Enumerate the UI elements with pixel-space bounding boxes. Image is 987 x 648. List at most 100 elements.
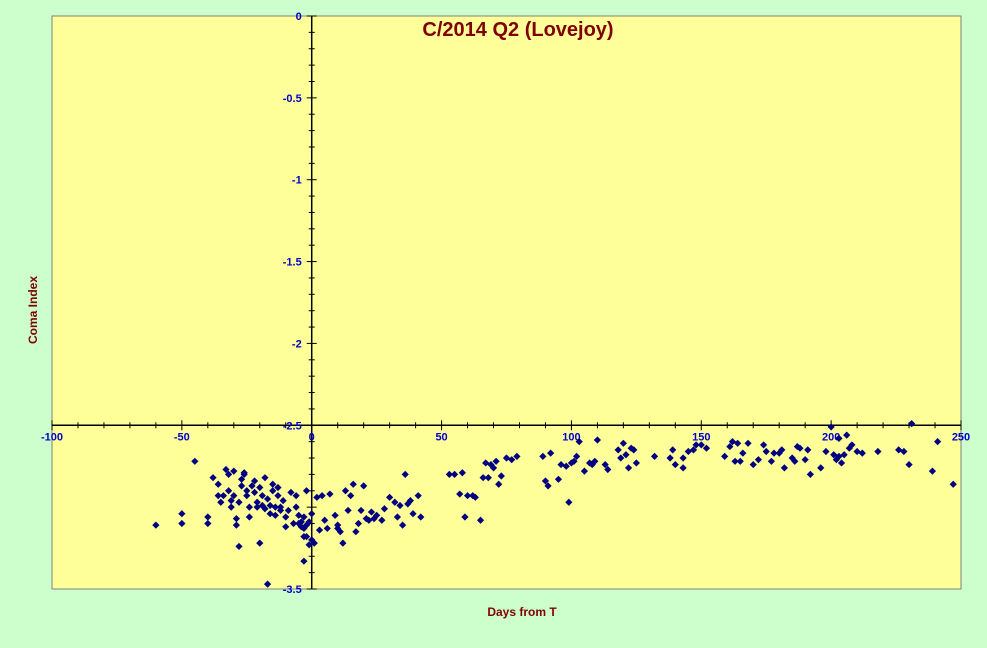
data-point (721, 452, 729, 460)
data-point (230, 467, 238, 475)
data-point (739, 449, 747, 457)
data-point (593, 436, 601, 444)
data-point (622, 451, 630, 459)
data-point (754, 456, 763, 464)
axes (52, 16, 961, 589)
data-point (463, 492, 472, 500)
x-tick-label: 100 (562, 431, 580, 443)
tick-marks (51, 15, 962, 590)
data-point (456, 490, 464, 498)
data-point (292, 492, 300, 500)
data-point (302, 521, 311, 529)
data-point (744, 439, 752, 447)
x-tick-label: 50 (435, 431, 447, 443)
x-tick-label: 150 (692, 431, 710, 443)
data-point (302, 487, 311, 495)
data-point (245, 503, 253, 511)
y-tick-label: -1 (292, 175, 302, 187)
data-point (580, 467, 589, 475)
data-point (928, 467, 937, 475)
data-point (279, 496, 287, 505)
data-point (845, 444, 853, 452)
data-point (539, 452, 547, 460)
data-point (269, 487, 277, 495)
data-point (806, 470, 814, 478)
data-point (214, 480, 222, 488)
data-point (240, 469, 248, 477)
data-point (300, 557, 308, 565)
data-point (630, 446, 638, 454)
data-point (227, 496, 235, 505)
data-point (300, 513, 308, 521)
data-point (232, 515, 240, 523)
data-point (261, 505, 269, 513)
data-point (227, 503, 235, 511)
x-tick-label: -50 (174, 431, 190, 443)
data-point (295, 511, 303, 519)
data-point (728, 438, 737, 446)
data-point (492, 457, 500, 465)
data-point (650, 452, 659, 460)
data-point (373, 511, 381, 519)
data-point (209, 474, 217, 482)
y-tick-label: -2 (292, 338, 302, 350)
data-point (895, 446, 903, 454)
data-point (204, 519, 212, 528)
data-point (282, 513, 290, 521)
data-point (315, 526, 324, 534)
data-point (235, 498, 243, 506)
data-point (230, 492, 238, 500)
data-point (287, 488, 295, 497)
data-point (450, 470, 459, 478)
x-tick-label: 0 (309, 431, 315, 443)
data-point (775, 449, 783, 457)
data-point (934, 438, 942, 446)
data-point (830, 451, 838, 459)
data-point (401, 470, 409, 478)
data-point (840, 451, 848, 459)
data-point (318, 492, 326, 500)
data-point (778, 446, 786, 454)
data-point (362, 515, 370, 523)
data-point (266, 501, 274, 510)
data-point (565, 498, 573, 506)
data-point (731, 457, 739, 465)
data-point (679, 454, 687, 462)
data-point (476, 516, 485, 524)
data-point (256, 539, 264, 547)
y-tick-label: -3.5 (283, 584, 302, 596)
data-point (191, 457, 199, 465)
data-point (248, 482, 256, 490)
data-point (266, 510, 274, 518)
x-tick-label: -100 (41, 431, 63, 443)
data-point (900, 447, 908, 456)
data-point (837, 459, 846, 467)
data-point (310, 539, 318, 547)
data-point (858, 449, 866, 457)
data-point (619, 439, 627, 447)
plot-area (51, 15, 962, 590)
data-point (253, 503, 261, 511)
data-point (835, 452, 843, 460)
data-point (269, 480, 277, 488)
data-point (217, 498, 225, 506)
data-point (905, 460, 913, 469)
data-point (726, 442, 734, 451)
data-point (282, 523, 290, 531)
data-point (245, 513, 253, 521)
data-point (949, 480, 957, 488)
data-point (237, 482, 246, 490)
data-point (575, 438, 583, 446)
data-point (601, 460, 609, 469)
data-point (489, 464, 498, 472)
data-point (276, 503, 285, 511)
data-point (386, 493, 394, 501)
data-point (573, 452, 581, 460)
chart-title: C/2014 Q2 (Lovejoy) (422, 19, 613, 41)
data-point (461, 513, 469, 521)
data-point (760, 441, 768, 449)
data-point (679, 464, 687, 472)
data-point (736, 457, 744, 465)
data-point (258, 501, 266, 510)
data-point (591, 457, 599, 465)
